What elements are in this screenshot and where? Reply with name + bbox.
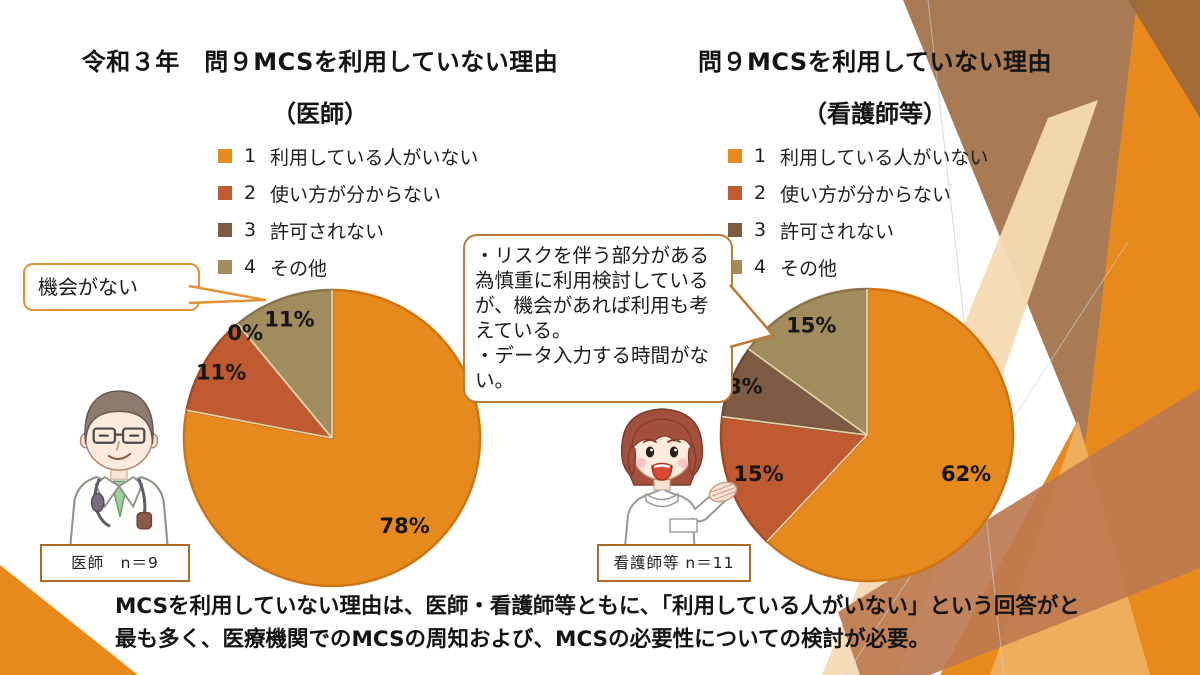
legend-item: 2 使い方が分からない — [728, 182, 988, 206]
legend-number: 4 — [754, 256, 767, 278]
pie-data-label: 11% — [196, 360, 246, 384]
right-title-line1: 問９MCSを利用していない理由 — [697, 48, 1052, 76]
nurse-n-label: 看護師等 n＝11 — [613, 554, 735, 572]
pie-data-label: 11% — [264, 308, 314, 332]
legend-label: 許可されない — [780, 220, 895, 243]
nurse-n-box: 看護師等 n＝11 — [597, 544, 751, 582]
doctor-n-box: 医師 n＝9 — [40, 544, 190, 582]
legend-number: 2 — [754, 182, 767, 204]
legend-swatch-icon — [728, 186, 742, 200]
pie-data-label: 62% — [941, 462, 991, 486]
nurse-callout-line1: ・リスクを伴う部分がある為慎重に利用検討しているが、機会があれば利用も考えている… — [475, 244, 710, 342]
legend-label: 使い方が分からない — [270, 183, 442, 206]
pie-data-label: 78% — [380, 514, 430, 538]
pie-data-label: 15% — [733, 462, 783, 486]
bg-bottom-left-wedge — [0, 565, 138, 675]
pie-slice — [236, 288, 334, 440]
pie-data-label: 15% — [786, 314, 836, 338]
doctor-callout-text: 機会がない — [38, 275, 138, 299]
pie-slice — [185, 322, 334, 440]
summary-line1: MCSを利用していない理由は、医師・看護師等ともに、「利用している人がいない」と… — [115, 594, 1080, 619]
legend-label: 使い方が分からない — [780, 183, 952, 206]
legend-item: 1 利用している人がいない — [218, 145, 479, 169]
nurse-callout: ・リスクを伴う部分がある為慎重に利用検討しているが、機会があれば利用も考えている… — [463, 234, 733, 403]
legend-swatch-icon — [728, 149, 742, 163]
nurse-callout-tail — [729, 284, 775, 349]
legend-nurse: 1 利用している人がいない 2 使い方が分からない 3 許可されない 4 その他 — [728, 145, 988, 293]
legend-item: 3 許可されない — [728, 219, 988, 243]
legend-item: 4 その他 — [728, 256, 988, 280]
pie-slice-seam — [766, 434, 868, 543]
legend-item: 2 使い方が分からない — [218, 182, 478, 206]
bg-redbrown-band — [838, 388, 1200, 675]
doctor-callout-tail — [188, 284, 267, 305]
pie-data-label: 0% — [227, 321, 263, 345]
nurse-callout-line2: ・データ入力する時間がない。 — [475, 344, 710, 392]
left-title-line1: 令和３年 問９MCSを利用していない理由 — [81, 48, 559, 76]
legend-swatch-icon — [218, 223, 232, 237]
legend-item: 3 許可されない — [218, 219, 478, 243]
pie-slice-seam — [236, 323, 333, 439]
legend-label: 利用している人がいない — [270, 146, 479, 169]
pie-slice — [747, 287, 869, 437]
legend-swatch-icon — [728, 223, 742, 237]
legend-label: その他 — [270, 257, 328, 280]
pie-slice-seam — [722, 415, 868, 436]
legend-number: 3 — [244, 219, 257, 241]
doctor-callout: 機会がない — [23, 263, 200, 311]
pie-slice — [765, 287, 1015, 583]
bg-dark-corner-shard — [1128, 0, 1200, 118]
legend-label: 許可されない — [270, 220, 385, 243]
summary-text: MCSを利用していない理由は、医師・看護師等ともに、「利用している人がいない」と… — [115, 590, 1145, 656]
legend-number: 2 — [244, 182, 257, 204]
right-title-line2: （看護師等） — [803, 100, 947, 128]
doctor-illustration — [69, 390, 169, 545]
legend-swatch-icon — [218, 149, 232, 163]
nurse-illustration — [620, 408, 738, 558]
legend-label: 利用している人がいない — [780, 146, 989, 169]
summary-line2: 最も多く、医療機関でのMCSの周知および、MCSの必要性についての検討が必要。 — [115, 627, 930, 652]
legend-number: 4 — [244, 256, 257, 278]
legend-number: 1 — [754, 145, 767, 167]
legend-number: 3 — [754, 219, 767, 241]
pie-chart-doctor: 78%11%0%11% — [182, 288, 482, 588]
pie-slice-seam — [748, 348, 868, 436]
left-chart-title: 令和３年 問９MCSを利用していない理由 （医師） — [40, 42, 600, 129]
legend-item: 1 利用している人がいない — [728, 145, 989, 169]
legend-number: 1 — [244, 145, 257, 167]
legend-swatch-icon — [218, 260, 232, 274]
legend-doctor: 1 利用している人がいない 2 使い方が分からない 3 許可されない 4 その他 — [218, 145, 478, 293]
pie-chart-nurse: 62%15%8%15% — [719, 287, 1015, 583]
legend-swatch-icon — [218, 186, 232, 200]
legend-label: その他 — [780, 257, 838, 280]
left-title-line2: （医師） — [272, 100, 368, 128]
doctor-n-label: 医師 n＝9 — [71, 554, 159, 572]
pie-slice-seam — [186, 409, 333, 439]
legend-item: 4 その他 — [218, 256, 478, 280]
right-chart-title: 問９MCSを利用していない理由 （看護師等） — [650, 42, 1100, 129]
